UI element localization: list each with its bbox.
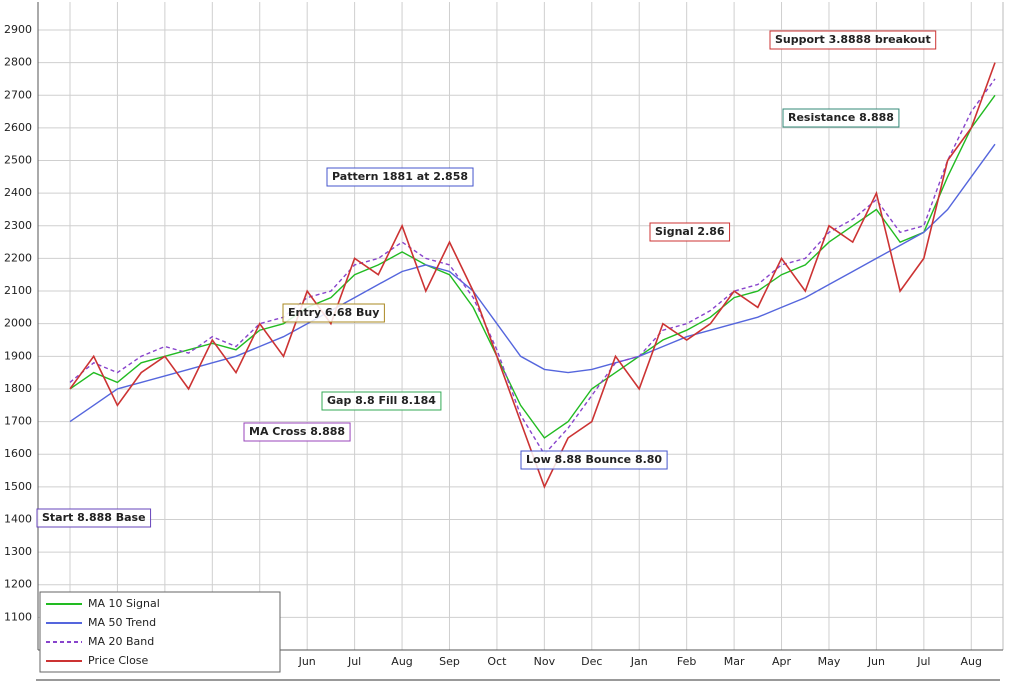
x-tick-label: Mar <box>724 655 745 668</box>
annotation-text: Gap 8.8 Fill 8.184 <box>327 394 436 407</box>
x-tick-label: Feb <box>677 655 696 668</box>
annotation-text: Resistance 8.888 <box>788 111 894 124</box>
y-tick-label: 2200 <box>4 251 32 264</box>
series-line <box>69 143 996 423</box>
y-tick-label: 2800 <box>4 56 32 69</box>
y-tick-label: 2600 <box>4 121 32 134</box>
annotation-box <box>769 30 937 50</box>
y-tick-label: 1200 <box>4 578 32 591</box>
legend: MA 10 Signal MA 50 Trend MA 20 Band Price C… <box>39 591 281 673</box>
x-tick-label: Jan <box>630 655 648 668</box>
x-tick-label: Jul <box>916 655 930 668</box>
y-tick-label: 2700 <box>4 88 32 101</box>
legend-label: MA 20 Band <box>88 635 154 648</box>
y-tick-label: 1500 <box>4 480 32 493</box>
annotation-box <box>36 508 152 528</box>
annotation-text: MA Cross 8.888 <box>249 425 345 438</box>
legend-label: MA 50 Trend <box>88 616 156 629</box>
annotation-text: Signal 2.86 <box>655 225 725 238</box>
y-tick-label: 1400 <box>4 512 32 525</box>
x-tick-label: Sep <box>439 655 460 668</box>
x-tick-label: Jun <box>867 655 885 668</box>
y-tick-label: 2100 <box>4 284 32 297</box>
annotation-box <box>243 422 351 442</box>
legend-box <box>39 591 281 673</box>
x-tick-label: Apr <box>772 655 792 668</box>
x-tick-label: Oct <box>487 655 507 668</box>
annotation-text: Support 3.8888 breakout <box>775 33 931 46</box>
annotation-box <box>649 222 731 242</box>
y-tick-label: 2300 <box>4 219 32 232</box>
annotation-box <box>282 303 385 323</box>
x-tick-label: Aug <box>961 655 982 668</box>
legend-label: Price Close <box>88 654 149 667</box>
y-tick-label: 2000 <box>4 317 32 330</box>
y-tick-label: 1300 <box>4 545 32 558</box>
y-tick-label: 1900 <box>4 349 32 362</box>
y-tick-label: 2400 <box>4 186 32 199</box>
x-tick-label: Dec <box>581 655 602 668</box>
annotation-box <box>520 450 668 470</box>
x-tick-label: Aug <box>391 655 412 668</box>
annotation-box <box>321 391 442 411</box>
y-tick-label: 2900 <box>4 23 32 36</box>
legend-label: MA 10 Signal <box>88 597 160 610</box>
annotation-text: Pattern 1881 at 2.858 <box>332 170 468 183</box>
series-line <box>69 78 996 456</box>
y-tick-label: 1600 <box>4 447 32 460</box>
y-tick-label: 1800 <box>4 382 32 395</box>
annotation-text: Entry 6.68 Buy <box>288 306 379 319</box>
annotation-box <box>782 108 900 128</box>
y-tick-label: 1100 <box>4 610 32 623</box>
series-line <box>69 94 996 439</box>
y-tick-label: 2500 <box>4 154 32 167</box>
x-tick-label: Nov <box>534 655 556 668</box>
y-tick-label: 1700 <box>4 415 32 428</box>
x-tick-label: Jun <box>298 655 316 668</box>
x-tick-label: Jul <box>347 655 361 668</box>
annotation-box <box>326 167 474 187</box>
annotation-text: Start 8.888 Base <box>42 511 146 524</box>
x-tick-label: May <box>818 655 841 668</box>
annotation-text: Low 8.88 Bounce 8.80 <box>526 453 662 466</box>
